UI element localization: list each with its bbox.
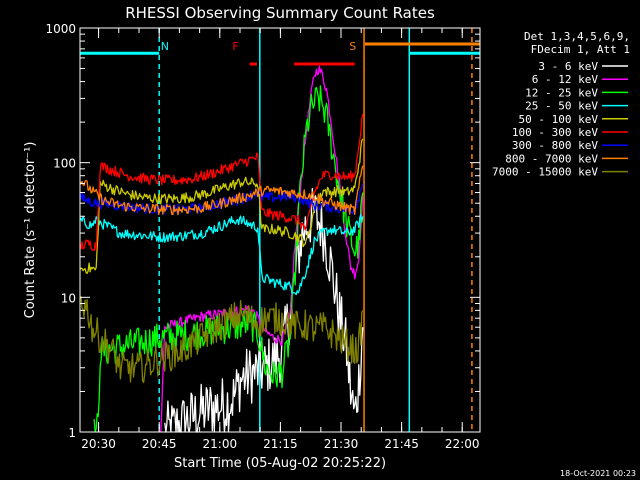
legend-label-25-50-kev: 25 - 50 keV: [525, 100, 598, 113]
y-tick-label: 1: [68, 426, 76, 440]
legend-header: Det 1,3,4,5,6,9, FDecim 1, Att 1: [524, 30, 630, 56]
y-tick-label: 1000: [45, 22, 76, 36]
y-tick-label: 10: [61, 291, 76, 305]
series-line-12-25-kev: [93, 85, 364, 433]
legend-label-3-6-kev: 3 - 6 keV: [538, 60, 598, 73]
series-line-100-300-kev: [79, 113, 364, 252]
legend-label-800-7000-kev: 800 - 7000 keV: [505, 152, 598, 165]
legend-label-7000-15000-kev: 7000 - 15000 keV: [492, 166, 598, 179]
chart-title: RHESSI Observing Summary Count Rates: [125, 4, 435, 22]
x-axis-label: Start Time (05-Aug-02 20:25:22): [174, 456, 386, 471]
annotation-s: S: [349, 40, 356, 53]
x-tick-label: 20:45: [142, 437, 177, 451]
annotation-f: F: [232, 40, 238, 53]
x-tick-label: 21:45: [384, 437, 419, 451]
series-line-7000-15000-kev: [79, 296, 364, 384]
series-line-800-7000-kev: [79, 165, 364, 216]
x-tick-label: 21:15: [263, 437, 298, 451]
x-tick-label: 20:30: [81, 437, 116, 451]
legend-label-100-300-kev: 100 - 300 keV: [512, 126, 598, 139]
y-tick-label: 100: [53, 157, 76, 171]
x-tick-label: 21:00: [203, 437, 238, 451]
legend-label-300-800-kev: 300 - 800 keV: [512, 139, 598, 152]
legend-label-12-25-kev: 12 - 25 keV: [525, 86, 598, 99]
plot-area: N F S 1 10 100 1000 20:30 20:45 21:00 21:15 21:30 21…: [45, 22, 481, 451]
y-axis-label: Count Rate (s⁻¹ detector⁻¹): [23, 142, 38, 319]
legend-label-6-12-kev: 6 - 12 keV: [532, 73, 599, 86]
legend-label-50-100-kev: 50 - 100 keV: [519, 113, 599, 126]
x-tick-label: 22:00: [445, 437, 480, 451]
annotation-n: N: [161, 40, 169, 53]
footer-date: 18-Oct-2021 00:23: [560, 469, 636, 478]
legend-header-line-2: FDecim 1, Att 1: [531, 43, 630, 56]
legend-header-line-1: Det 1,3,4,5,6,9,: [524, 30, 630, 43]
series-line-25-50-kev: [79, 214, 364, 296]
x-tick-label: 21:30: [324, 437, 359, 451]
